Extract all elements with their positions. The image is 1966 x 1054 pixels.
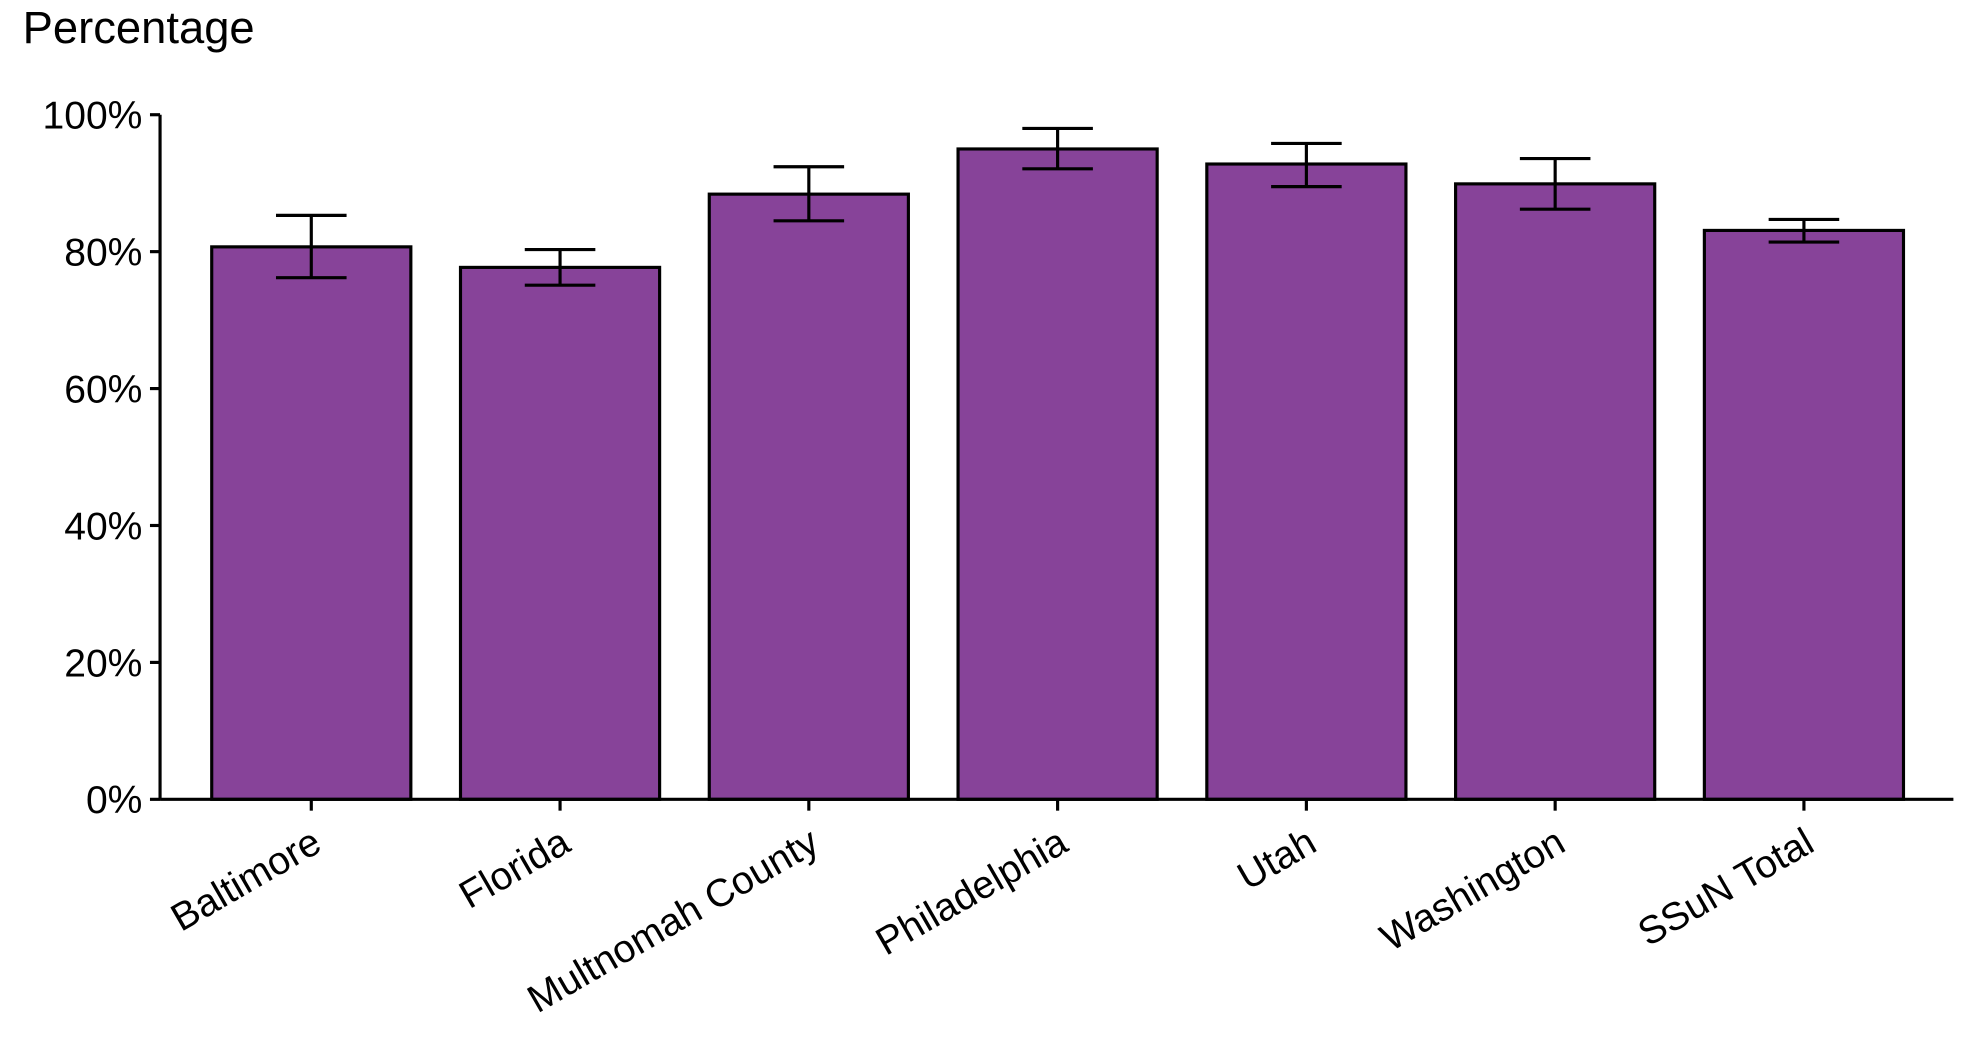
x-tick-label: Baltimore (164, 820, 328, 940)
y-tick-label: 100% (43, 95, 143, 138)
x-tick-label: Philadelphia (869, 820, 1075, 964)
bar-4 (1205, 162, 1408, 801)
y-tick-label: 60% (64, 368, 142, 411)
bar-5 (1454, 182, 1657, 801)
y-tick-label: 80% (64, 232, 142, 275)
x-tick-label: SSuN Total (1631, 820, 1821, 955)
x-tick-label: Washington (1373, 820, 1572, 960)
x-tick-label: Florida (452, 820, 577, 917)
x-tick-label: Utah (1231, 820, 1324, 899)
y-axis-title: Percentage (23, 2, 255, 53)
y-tick-label: 40% (64, 505, 142, 548)
bar-2 (707, 192, 910, 801)
bar-6 (1702, 228, 1906, 801)
y-tick-label: 20% (64, 642, 142, 685)
bar-1 (458, 265, 662, 801)
bar-0 (210, 245, 413, 801)
y-tick-label: 0% (86, 779, 142, 822)
bar-3 (956, 147, 1159, 801)
